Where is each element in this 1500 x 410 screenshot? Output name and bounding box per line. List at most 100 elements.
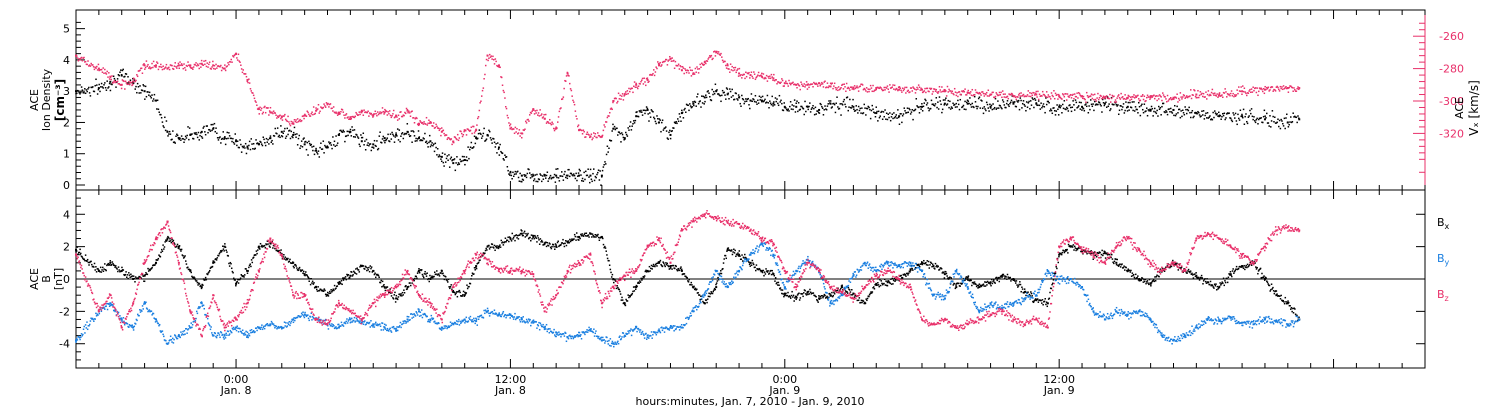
vx-sample xyxy=(885,86,887,89)
ion-density-sample xyxy=(1149,110,1152,112)
ion-density-sample xyxy=(288,130,290,132)
vx-sample xyxy=(901,87,904,89)
vx-sample xyxy=(470,126,473,129)
bx-sample xyxy=(404,285,406,288)
bx-sample xyxy=(106,263,109,266)
ion-density-sample xyxy=(549,174,552,177)
bx-sample xyxy=(310,278,313,280)
ion-density-sample xyxy=(719,95,721,97)
ion-density-sample xyxy=(377,147,380,150)
ion-density-sample xyxy=(532,173,534,176)
vx-sample xyxy=(825,86,827,89)
ion-density-sample xyxy=(336,144,338,147)
ion-density-sample xyxy=(209,130,212,132)
vx-sample xyxy=(982,92,985,95)
vx-sample xyxy=(809,84,811,86)
vx-sample xyxy=(299,118,301,121)
bx-sample xyxy=(656,262,659,265)
ion-density-sample xyxy=(448,166,451,168)
ion-density-sample xyxy=(549,176,551,179)
ion-density-sample xyxy=(1114,102,1117,104)
ion-density-sample xyxy=(855,105,857,107)
bx-sample xyxy=(320,288,322,291)
bx-sample xyxy=(547,245,550,247)
bx-sample xyxy=(247,270,249,272)
vx-sample xyxy=(260,107,263,110)
ion-density-sample xyxy=(913,109,915,112)
ion-density-sample xyxy=(464,163,466,166)
bx-sample xyxy=(206,273,209,276)
vx-sample xyxy=(1034,92,1037,95)
ion-density-sample xyxy=(170,139,172,141)
ion-density-sample xyxy=(656,115,658,117)
vx-sample xyxy=(870,87,873,89)
vx-sample xyxy=(973,94,975,96)
vx-sample xyxy=(930,87,933,90)
vx-point xyxy=(1218,93,1221,96)
vx-sample xyxy=(947,91,950,93)
vx-sample xyxy=(312,113,314,116)
vx-sample xyxy=(101,71,104,73)
bx-sample xyxy=(121,266,123,269)
vx-sample xyxy=(107,76,109,78)
ion-density-sample xyxy=(1287,126,1290,128)
vx-sample xyxy=(788,79,790,82)
ion-density-sample xyxy=(983,106,986,108)
vx-sample xyxy=(488,57,490,59)
ion-density-sample xyxy=(757,99,759,102)
vx-sample xyxy=(1206,93,1209,96)
ion-density-sample xyxy=(149,95,152,98)
vx-sample xyxy=(769,77,772,80)
vx-sample xyxy=(714,55,717,57)
ion-density-sample xyxy=(552,177,554,179)
vx-sample xyxy=(700,66,702,68)
ion-density-sample xyxy=(750,93,753,95)
bx-sample xyxy=(548,242,551,244)
vx-sample xyxy=(147,63,149,66)
bx-sample xyxy=(423,276,425,279)
bx-sample xyxy=(148,268,151,271)
ion-density-sample xyxy=(1184,106,1186,108)
vx-sample xyxy=(1208,94,1210,97)
vx-sample xyxy=(155,66,157,68)
bx-sample xyxy=(549,243,551,245)
vx-sample xyxy=(845,82,848,85)
vx-sample xyxy=(337,111,340,114)
bx-sample xyxy=(401,291,404,294)
vx-sample xyxy=(499,66,501,69)
bx-sample xyxy=(638,282,640,284)
vx-sample xyxy=(922,91,925,93)
vx-sample xyxy=(159,66,161,68)
bx-point xyxy=(635,286,638,289)
ion-density-sample xyxy=(989,103,991,106)
vx-sample xyxy=(567,74,569,77)
vx-sample xyxy=(1129,96,1132,98)
ion-density-sample xyxy=(1055,110,1058,112)
vx-sample xyxy=(641,77,644,80)
bx-sample xyxy=(285,257,288,260)
vx-sample xyxy=(709,56,712,58)
bx-sample xyxy=(143,280,146,283)
bx-sample xyxy=(381,280,384,283)
bx-sample xyxy=(709,295,711,298)
vx-sample xyxy=(815,82,817,85)
vx-sample xyxy=(991,91,994,94)
vx-sample xyxy=(631,87,633,90)
bx-sample xyxy=(187,266,189,269)
ion-density-sample xyxy=(470,141,473,144)
bx-sample xyxy=(694,287,697,290)
ion-density-sample xyxy=(338,133,341,135)
ion-density-point xyxy=(875,112,878,115)
bx-sample xyxy=(435,273,437,275)
bx-sample xyxy=(947,277,949,279)
bx-sample xyxy=(529,236,531,239)
bx-sample xyxy=(171,240,174,243)
bx-sample xyxy=(727,247,730,249)
bx-sample xyxy=(117,270,119,273)
bx-sample xyxy=(486,245,489,248)
vx-point xyxy=(532,108,535,111)
ion-density-sample xyxy=(687,104,689,107)
ion-density-sample xyxy=(100,86,102,88)
ion-density-sample xyxy=(142,84,144,86)
ion-density-sample xyxy=(730,96,733,98)
